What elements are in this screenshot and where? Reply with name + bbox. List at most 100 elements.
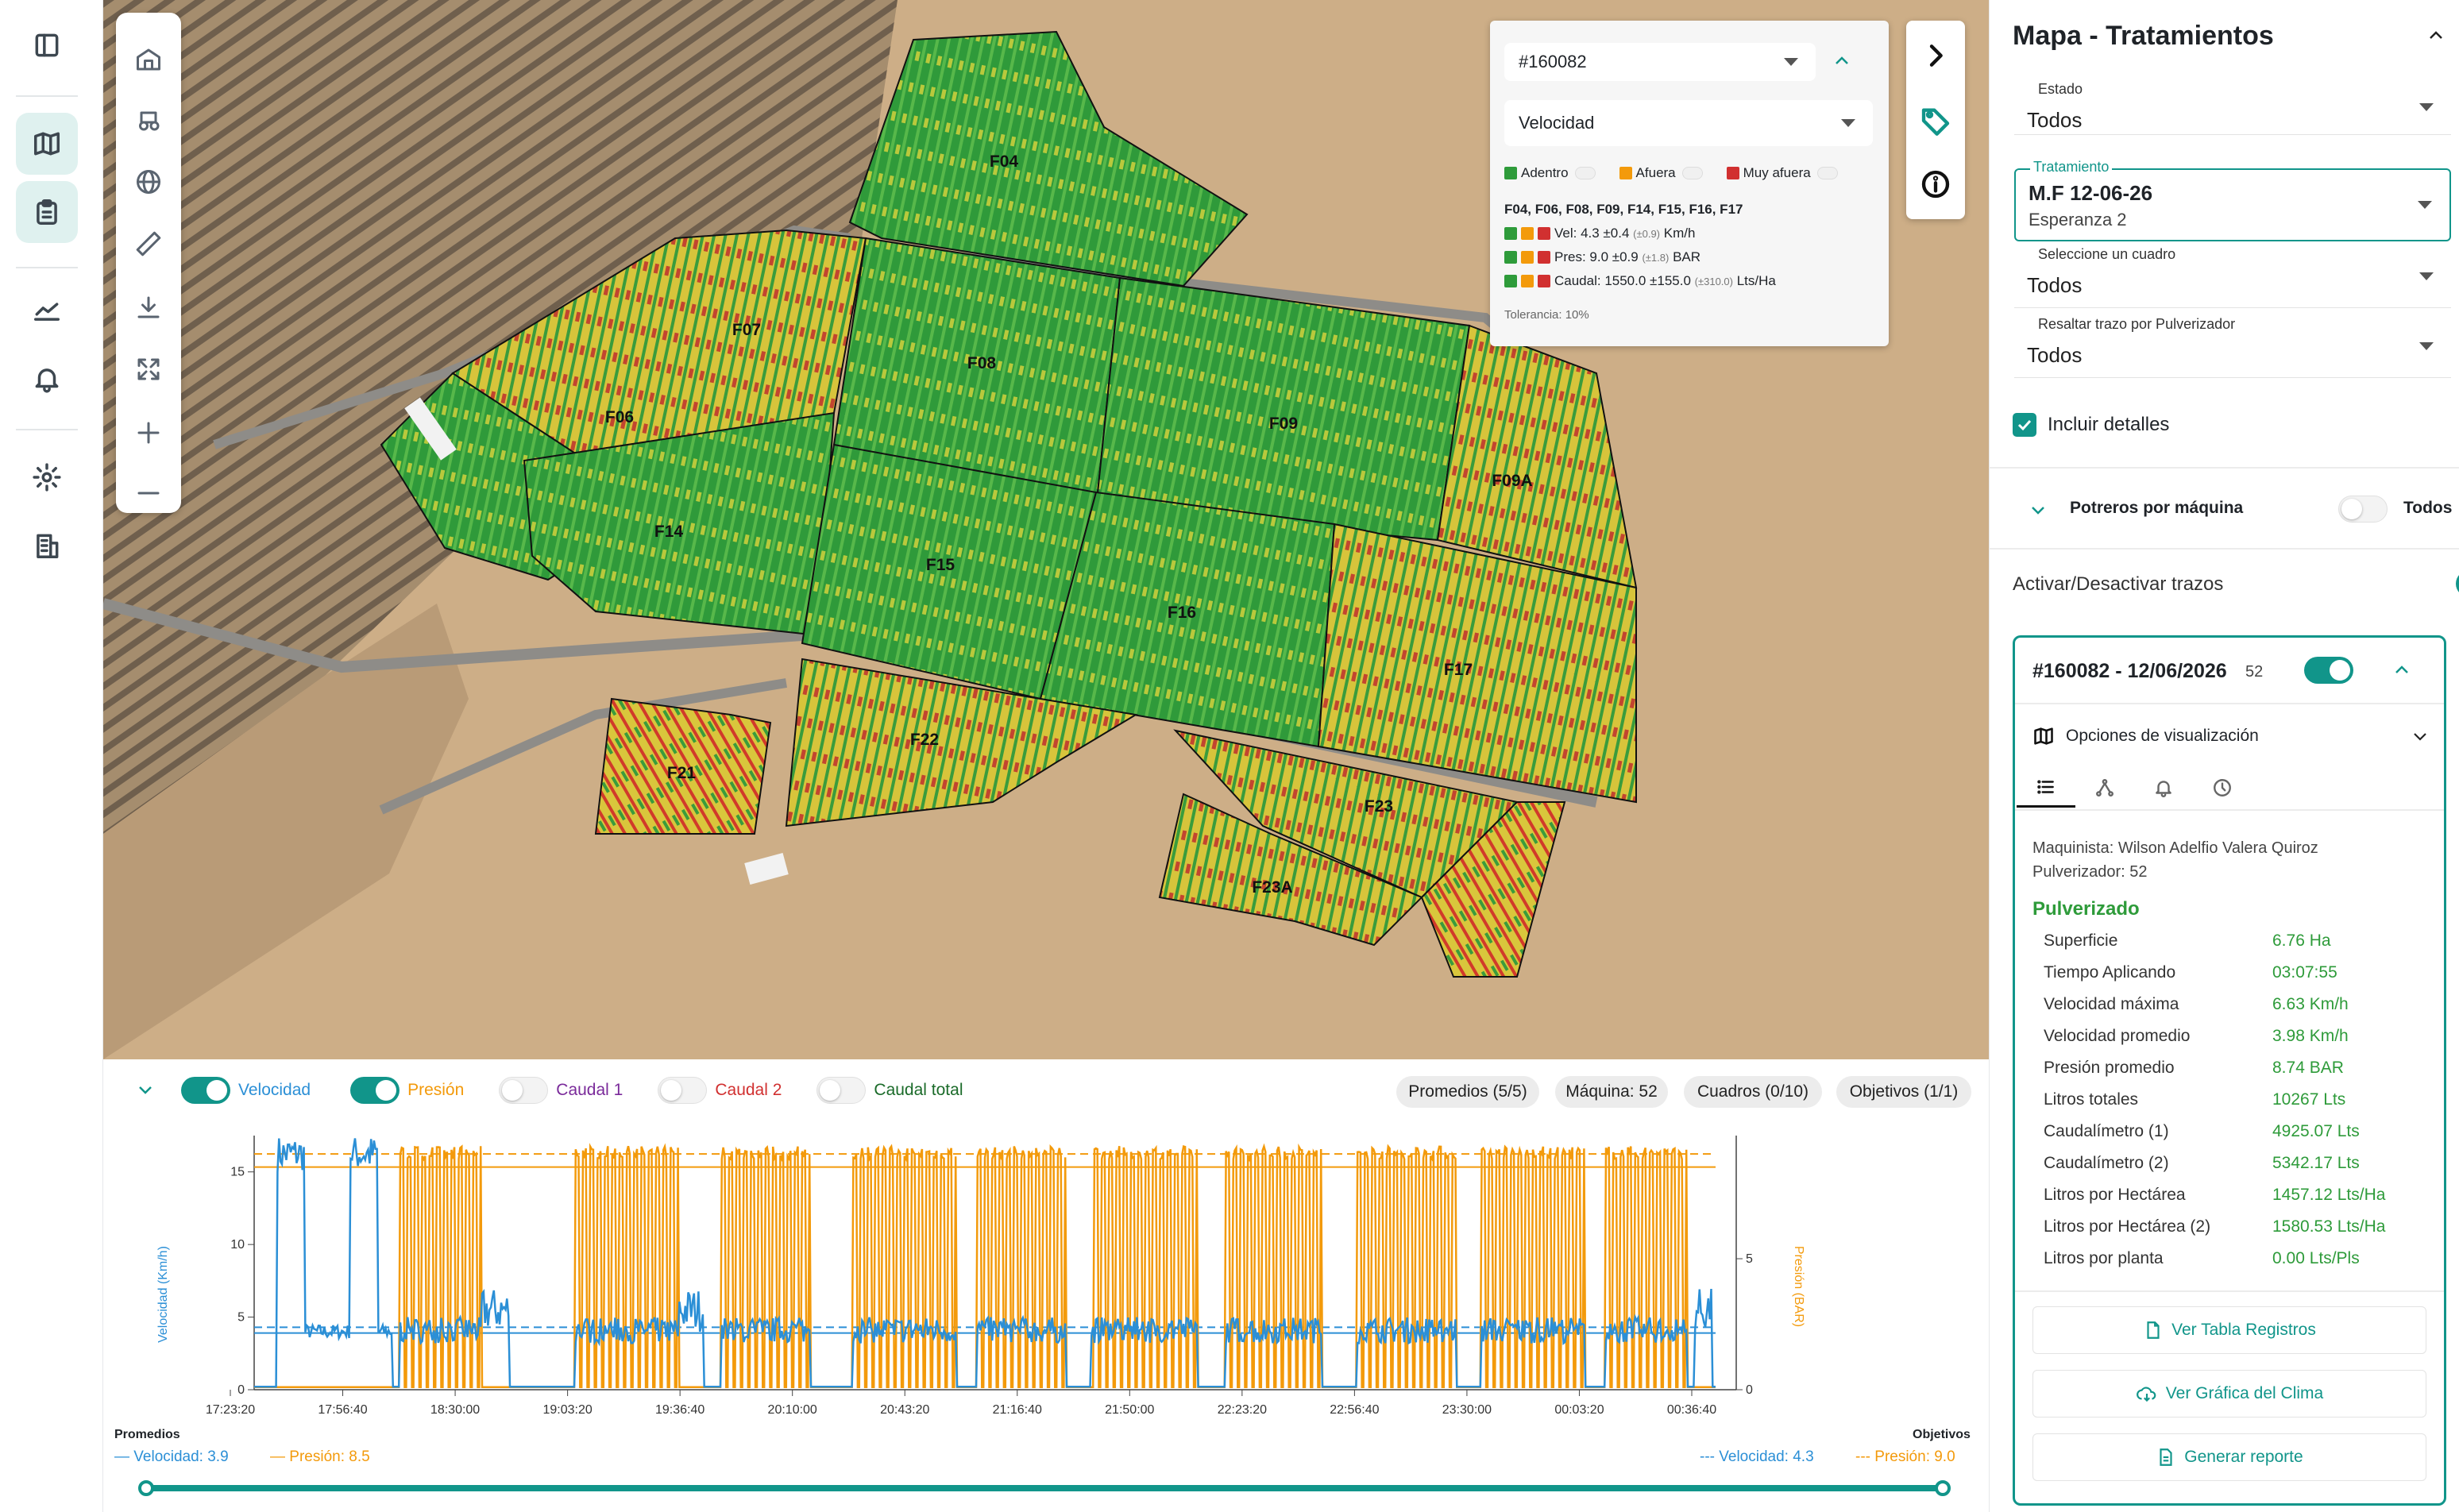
field-F21[interactable] xyxy=(594,697,772,835)
document-icon xyxy=(2147,1321,2160,1339)
stat-label: Litros por Hectárea (2) xyxy=(2044,1217,2211,1236)
zoom-out-icon[interactable] xyxy=(116,465,181,521)
tab-list[interactable] xyxy=(2017,768,2075,808)
resaltar-select[interactable]: Resaltar trazo por Pulverizador Todos xyxy=(2014,314,2451,378)
cuadros-pill[interactable]: Cuadros (0/10) xyxy=(1684,1076,1822,1108)
caudal-total-toggle[interactable] xyxy=(816,1077,867,1104)
opciones-visualizacion[interactable]: Opciones de visualización xyxy=(2032,720,2430,752)
field-F04[interactable] xyxy=(848,30,1249,287)
objetivo-presion-text: Presión: 9.0 xyxy=(1874,1448,1955,1465)
time-range-slider[interactable] xyxy=(143,1485,1946,1491)
cuadro-value: Todos xyxy=(2027,273,2083,297)
x-tick-label: 17:23:20 xyxy=(206,1403,255,1417)
ruler-icon[interactable] xyxy=(116,216,181,272)
tag-icon[interactable] xyxy=(1906,89,1965,152)
tractor-icon[interactable] xyxy=(116,92,181,148)
chevron-right-icon[interactable] xyxy=(1906,24,1965,87)
tab-alerts[interactable] xyxy=(2134,768,2193,808)
activar-toggle[interactable] xyxy=(2456,570,2459,597)
status-muy-afuera-label: Muy afuera xyxy=(1743,165,1811,180)
building xyxy=(404,397,457,461)
x-tick-label: 20:43:20 xyxy=(880,1403,929,1417)
caudal1-toggle[interactable] xyxy=(499,1077,549,1104)
adentro-toggle[interactable] xyxy=(1574,167,1596,179)
map-canvas[interactable]: F04 F06 F07 F08 F09 F09A F14 F15 F16 F17… xyxy=(103,0,1989,1059)
farm-icon[interactable] xyxy=(116,32,181,87)
vel-unit: Km/h xyxy=(1663,226,1696,241)
tab-history[interactable] xyxy=(2193,768,2252,808)
map-right-toolbar xyxy=(1906,21,1965,219)
ver-tabla-button[interactable]: Ver Tabla Registros xyxy=(2032,1306,2426,1354)
field-F23A[interactable] xyxy=(1158,793,1423,947)
stat-row: Caudalímetro (2) 5342.17 Lts xyxy=(2015,1154,2444,1182)
field-F14[interactable] xyxy=(523,411,836,637)
machine-select[interactable]: #160082 xyxy=(1504,43,1816,81)
bell-icon[interactable] xyxy=(16,348,78,410)
x-tick-label: 21:16:40 xyxy=(993,1403,1042,1417)
metric-select[interactable]: Velocidad xyxy=(1504,100,1873,146)
chevron-down-icon xyxy=(2419,102,2434,111)
presion-toggle-label: Presión xyxy=(407,1081,465,1099)
estado-select[interactable]: Estado Todos xyxy=(2014,79,2451,135)
cuadro-select[interactable]: Seleccione un cuadro Todos xyxy=(2014,245,2451,308)
zoom-in-icon[interactable] xyxy=(116,405,181,461)
maquina-pill[interactable]: Máquina: 52 xyxy=(1555,1076,1668,1108)
tab-route[interactable] xyxy=(2075,768,2134,808)
field-F23-east[interactable] xyxy=(1420,801,1566,978)
panel-toggle-icon[interactable] xyxy=(16,14,78,76)
ver-clima-button[interactable]: Ver Gráfica del Clima xyxy=(2032,1370,2426,1418)
download-icon[interactable] xyxy=(116,280,181,335)
slider-end-handle[interactable] xyxy=(1935,1480,1951,1496)
muy-afuera-toggle[interactable] xyxy=(1816,167,1838,179)
caudal2-toggle[interactable] xyxy=(658,1077,708,1104)
stat-value: 4925.07 Lts xyxy=(2272,1122,2360,1140)
x-tick-label: 18:30:00 xyxy=(430,1403,480,1417)
chart-icon[interactable] xyxy=(16,280,78,341)
stat-label: Tiempo Aplicando xyxy=(2044,963,2176,982)
field-label-F23A: F23A xyxy=(1252,878,1292,897)
chevron-down-icon[interactable] xyxy=(133,1078,157,1102)
generar-reporte-button[interactable]: Generar reporte xyxy=(2032,1433,2426,1481)
map-icon[interactable] xyxy=(16,113,78,175)
caudal-unit: Lts/Ha xyxy=(1736,273,1776,288)
afuera-toggle[interactable] xyxy=(1681,167,1703,179)
field-F22[interactable] xyxy=(785,658,1138,827)
collapse-chevron-up-icon[interactable] xyxy=(2391,662,2412,677)
potreros-toggle[interactable] xyxy=(2338,496,2388,523)
fullscreen-icon[interactable] xyxy=(116,341,181,397)
building-icon[interactable] xyxy=(16,515,78,577)
divider xyxy=(2015,703,2444,704)
vel-text: Vel: 4.3 ±0.4 xyxy=(1554,226,1630,241)
left-navigation xyxy=(0,0,103,1512)
stat-label: Litros totales xyxy=(2044,1090,2139,1109)
promedios-pill[interactable]: Promedios (5/5) xyxy=(1396,1076,1539,1108)
time-series-chart[interactable]: 0 5 10 15 0 5 17:23:20 17:56:40 18:30:00 19:03:20… xyxy=(103,1120,1989,1429)
incluir-detalles[interactable]: Incluir detalles xyxy=(2013,413,2169,437)
collapse-chevron-up-icon[interactable] xyxy=(2426,27,2446,43)
chevron-down-icon xyxy=(1784,58,1798,66)
objetivo-presion: --- Presión: 9.0 xyxy=(1855,1448,1955,1465)
objetivos-pill[interactable]: Objetivos (1/1) xyxy=(1836,1076,1971,1108)
tratamiento-select[interactable]: Tratamiento M.F 12-06-26 Esperanza 2 xyxy=(2014,159,2451,241)
map-icon xyxy=(2034,727,2053,745)
y-tick-label: 0 xyxy=(237,1383,245,1397)
globe-icon[interactable] xyxy=(116,154,181,210)
clipboard-icon[interactable] xyxy=(16,181,78,243)
slider-start-handle[interactable] xyxy=(138,1480,154,1496)
caudal-total-toggle-label: Caudal total xyxy=(874,1081,963,1099)
collapse-chevron-up-icon[interactable] xyxy=(1832,52,1852,68)
satellite-map[interactable]: F04 F06 F07 F08 F09 F09A F14 F15 F16 F17… xyxy=(103,0,1989,1059)
field-label-F09: F09 xyxy=(1269,415,1298,433)
velocidad-toggle[interactable] xyxy=(181,1077,230,1104)
road xyxy=(379,678,787,815)
field-F17[interactable] xyxy=(1317,523,1637,804)
presion-toggle[interactable] xyxy=(350,1077,400,1104)
potreros-todos: Todos xyxy=(2403,499,2453,517)
chevron-down-icon[interactable] xyxy=(2029,500,2048,519)
info-icon[interactable] xyxy=(1906,152,1965,216)
card-toggle[interactable] xyxy=(2304,657,2353,684)
settings-icon[interactable] xyxy=(16,446,78,508)
checkbox-checked-icon[interactable] xyxy=(2013,413,2036,437)
stat-row: Caudalímetro (1) 4925.07 Lts xyxy=(2015,1122,2444,1151)
field-label-F17: F17 xyxy=(1444,661,1473,679)
